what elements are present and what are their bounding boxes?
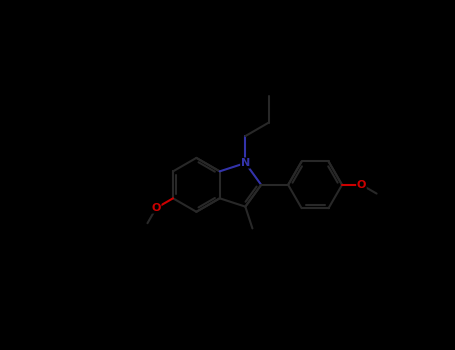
Text: O: O bbox=[357, 180, 366, 190]
Text: N: N bbox=[241, 158, 250, 168]
Text: O: O bbox=[152, 203, 161, 213]
